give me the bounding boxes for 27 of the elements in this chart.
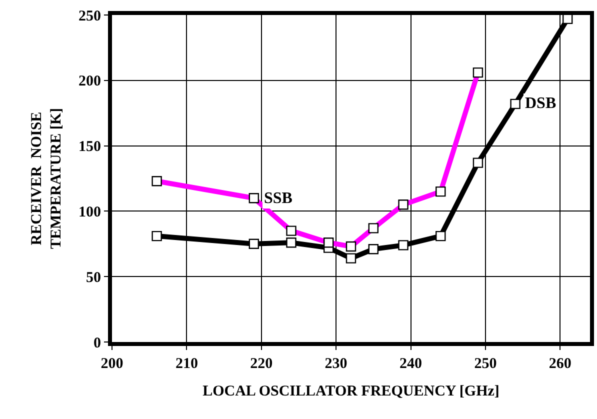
y-tick-label: 200 [78,74,101,90]
x-tick-label: 220 [250,356,273,372]
x-tick-label: 210 [175,356,198,372]
x-axis-title: LOCAL OSCILLATOR FREQUENCY [GHz] [202,384,500,400]
point [472,158,484,168]
x-tick-label: 250 [474,356,497,372]
y-tick-label: 250 [78,8,101,24]
x-tick-label: 240 [400,356,422,372]
point [346,253,356,264]
annotation: DSB [525,95,556,112]
y-tick-label: 100 [78,204,101,220]
point [248,238,260,249]
point [398,240,408,250]
y-tick-label: 150 [78,139,101,156]
point [152,230,162,242]
y-tick-label: 50 [86,270,101,286]
point [510,98,520,110]
y-tick-label: 0 [94,335,101,352]
point [436,230,446,242]
x-tick-label: 260 [548,356,572,372]
x-tick-label: 230 [324,356,348,372]
annotation: SSB [264,190,293,207]
point [286,237,296,248]
point [368,244,379,254]
point [562,15,573,24]
y-axis-title: RECEIVER NOISE TEMPERATURE [K] [28,108,64,249]
x-tick-label: 200 [100,356,124,372]
